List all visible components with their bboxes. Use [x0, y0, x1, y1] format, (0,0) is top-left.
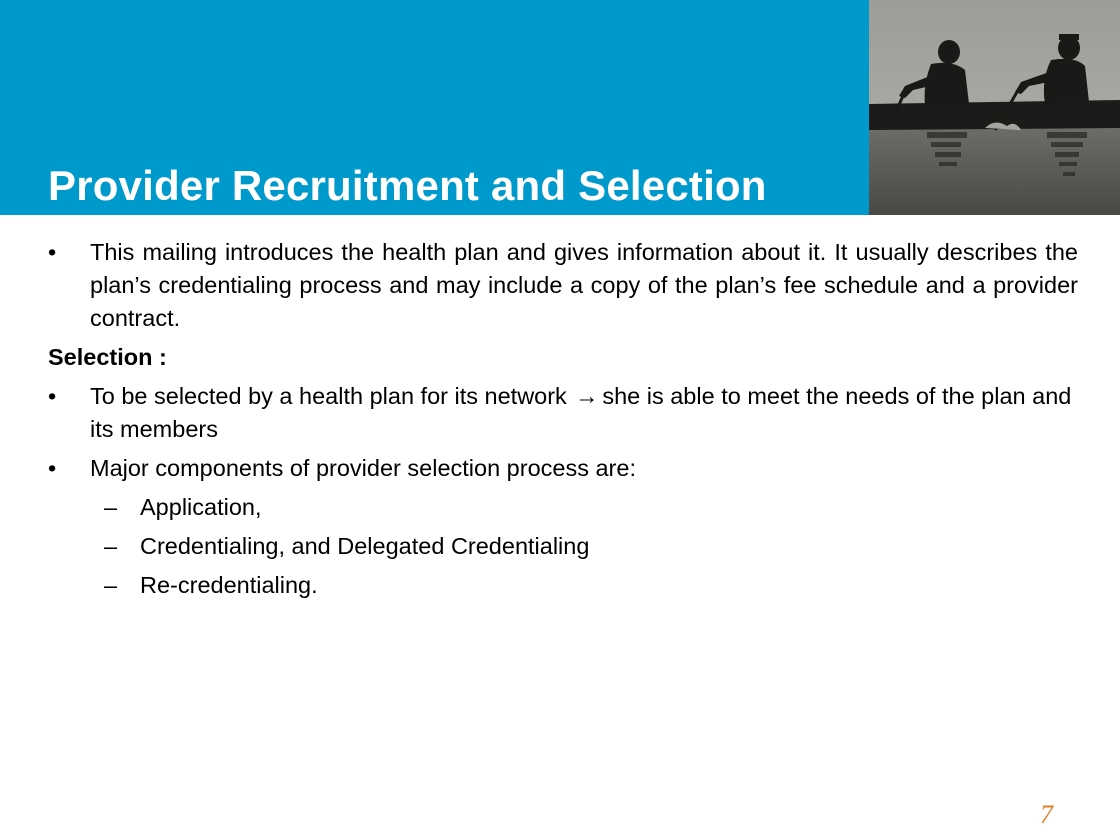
bullet-text-before-arrow: To be selected by a health plan for its …	[90, 383, 567, 409]
sub-item-recredentialing: – Re-credentialing.	[48, 569, 1078, 602]
bullet-components: • Major components of provider selection…	[48, 452, 1078, 485]
selection-heading: Selection :	[48, 344, 167, 370]
dash-marker: –	[104, 494, 118, 520]
bullet-marker: •	[48, 455, 57, 481]
bullet-text-after-arrow: she is able to meet the needs of the pla…	[90, 383, 1072, 442]
slide-body: • This mailing introduces the health pla…	[48, 236, 1078, 608]
header-band	[0, 0, 869, 215]
bullet-marker: •	[48, 239, 57, 265]
rowers-photo	[869, 0, 1120, 215]
right-arrow-icon: →	[574, 383, 599, 409]
dash-marker: –	[104, 572, 118, 598]
page-number: 7	[1040, 800, 1053, 829]
bullet-marker: •	[48, 383, 57, 409]
bullet-selected: • To be selected by a health plan for it…	[48, 380, 1078, 446]
sub-item-text: Credentialing, and Delegated Credentiali…	[140, 533, 590, 559]
sub-item-text: Re-credentialing.	[140, 572, 318, 598]
bullet-text: This mailing introduces the health plan …	[90, 239, 1078, 331]
bullet-text: Major components of provider selection p…	[90, 455, 636, 481]
sub-item-application: – Application,	[48, 491, 1078, 524]
bullet-intro: • This mailing introduces the health pla…	[48, 236, 1078, 335]
sub-item-credentialing: – Credentialing, and Delegated Credentia…	[48, 530, 1078, 563]
sub-item-text: Application,	[140, 494, 262, 520]
slide-title: Provider Recruitment and Selection	[48, 162, 767, 209]
dash-marker: –	[104, 533, 118, 559]
